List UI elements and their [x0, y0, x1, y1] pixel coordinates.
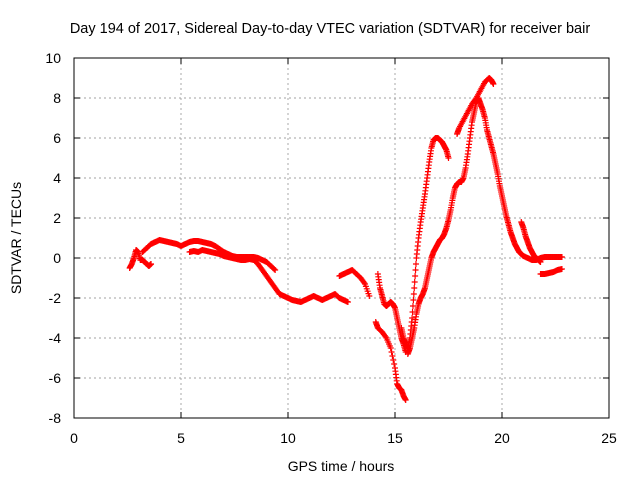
series-arc-4: [336, 267, 373, 299]
x-axis-label: GPS time / hours: [288, 458, 395, 474]
x-tick-label: 15: [387, 430, 403, 446]
y-tick-label: 8: [53, 90, 61, 106]
y-tick-label: 4: [53, 170, 61, 186]
data-point: [411, 279, 418, 285]
data-point: [402, 397, 409, 403]
x-tick-label: 25: [601, 430, 617, 446]
data-point: [409, 315, 416, 321]
series-arc-10: [518, 219, 544, 265]
series-arc-8: [404, 95, 565, 357]
data-point: [382, 333, 389, 340]
y-axis-label: SDTVAR / TECUs: [8, 182, 24, 294]
data-point: [388, 349, 395, 355]
data-point: [558, 254, 565, 260]
data-point: [148, 261, 155, 267]
grid: [74, 58, 609, 418]
data-point: [366, 293, 373, 299]
data-point: [361, 279, 368, 286]
x-tick-label: 20: [494, 430, 510, 446]
data-point: [410, 297, 417, 303]
data-point: [344, 299, 351, 305]
series-arc-7: [398, 135, 452, 351]
data-point: [391, 361, 398, 367]
x-tick-label: 5: [177, 430, 185, 446]
series-arc-3: [186, 247, 351, 305]
y-tick-label: -4: [49, 330, 62, 346]
y-tick-label: -2: [49, 290, 62, 306]
series-arc-2: [139, 237, 279, 273]
axis-ticks: 0 5 10 15 20 25 -8 -6 -4 -2 0 2 4 6 8 10: [45, 50, 617, 446]
series-arc-1: [126, 247, 155, 271]
x-tick-label: 0: [70, 430, 78, 446]
y-tick-label: 0: [53, 250, 61, 266]
data-points: [126, 75, 565, 403]
y-tick-label: 10: [45, 50, 61, 66]
data-point: [271, 266, 278, 273]
series-arc-9: [454, 75, 497, 137]
data-point: [411, 285, 418, 291]
data-point: [537, 259, 544, 265]
data-point: [409, 303, 416, 309]
series-arc-11: [537, 266, 565, 277]
data-point: [412, 261, 419, 267]
plot-frame: [73, 57, 610, 419]
data-point: [389, 353, 396, 359]
data-point: [410, 291, 417, 297]
data-point: [412, 267, 419, 273]
data-point: [387, 345, 394, 351]
data-point: [558, 266, 565, 272]
y-tick-label: -6: [49, 370, 62, 386]
series-arc-6: [372, 319, 409, 403]
data-point: [490, 81, 497, 87]
series-arc-5: [374, 271, 409, 355]
x-tick-label: 10: [280, 430, 296, 446]
data-point: [445, 155, 452, 161]
y-tick-label: -8: [49, 410, 62, 426]
chart-title: Day 194 of 2017, Sidereal Day-to-day VTE…: [70, 21, 591, 37]
data-point: [390, 357, 397, 363]
data-point: [412, 273, 419, 279]
data-point: [272, 267, 279, 273]
y-tick-label: 6: [53, 130, 61, 146]
y-tick-label: 2: [53, 210, 61, 226]
